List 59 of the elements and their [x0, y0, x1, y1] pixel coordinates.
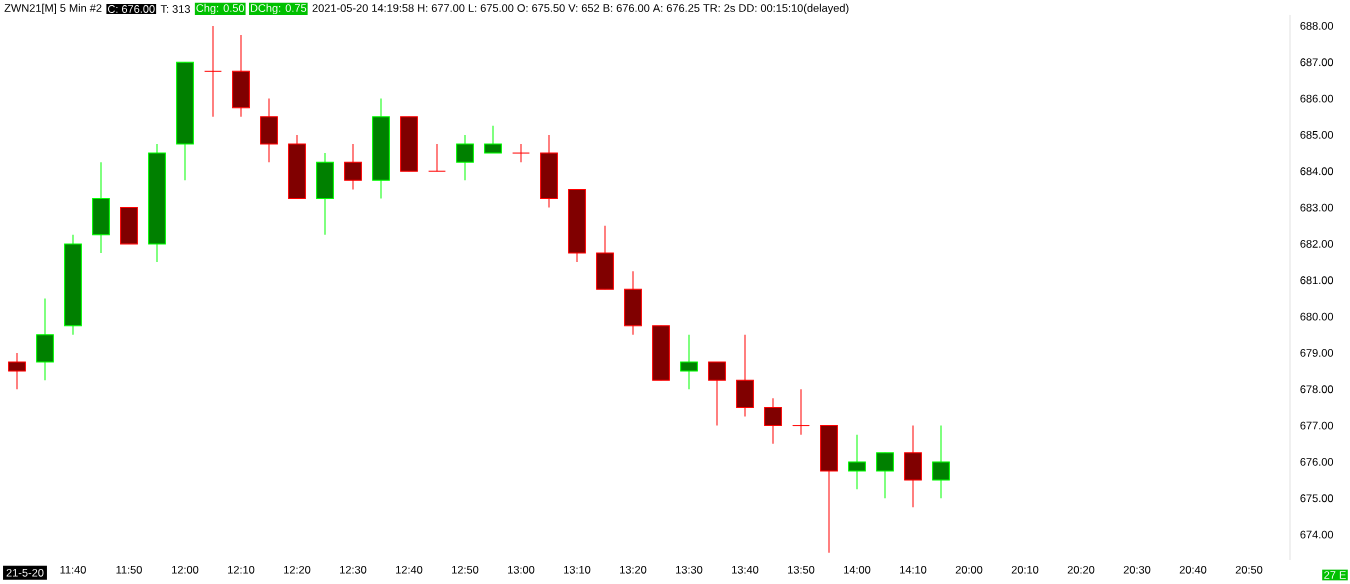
candlestick — [764, 397, 782, 445]
x-tick-label: 20:20 — [1067, 565, 1095, 574]
x-tick-label: 13:40 — [732, 565, 759, 574]
x-tick-label: 12:00 — [172, 565, 199, 574]
candlestick — [344, 143, 362, 190]
x-tick-label: 11:40 — [60, 565, 86, 574]
candlestick — [204, 25, 222, 118]
x-tick-label: 20:30 — [1123, 565, 1151, 574]
y-tick-label: 677.00 — [1300, 421, 1334, 430]
text: C: 676.00 — [107, 5, 155, 13]
text: DChg: 0.75 — [250, 3, 307, 15]
candlestick — [428, 143, 446, 172]
chart-title: ZWN21[M] 5 Min #2 — [4, 3, 102, 15]
x-tick-label: 12:30 — [340, 565, 367, 574]
x-tick-label: 20:40 — [1179, 565, 1207, 574]
y-tick-label: 688.00 — [1300, 22, 1334, 30]
y-tick-label: 687.00 — [1300, 58, 1334, 67]
candlestick — [932, 425, 950, 499]
y-tick-label: 685.00 — [1300, 131, 1334, 139]
y-tick-label: 678.00 — [1300, 385, 1334, 394]
candlestick — [792, 388, 810, 436]
candlestick — [512, 143, 530, 163]
x-tick-label: 21-5-20 — [6, 568, 44, 577]
y-tick-label: 683.00 — [1300, 203, 1334, 212]
y-tick-label: 679.00 — [1300, 349, 1334, 357]
candlestick — [848, 434, 866, 490]
x-tick-label: 12:40 — [396, 565, 423, 574]
y-tick-label: 684.00 — [1300, 167, 1334, 176]
x-tick-label: 11:50 — [116, 565, 142, 574]
y-tick-label: 686.00 — [1300, 94, 1334, 103]
x-tick-label: 20:50 — [1235, 565, 1263, 574]
candlestick — [708, 361, 726, 427]
x-tick-label: 14:00 — [844, 565, 871, 574]
x-tick-label: 12:50 — [452, 565, 479, 574]
y-tick-label: 676.00 — [1300, 458, 1334, 466]
candlestick — [8, 352, 26, 390]
text: T: 313 — [160, 5, 190, 13]
x-tick-label: 13:50 — [788, 565, 815, 574]
candlestick — [876, 452, 894, 499]
x-tick-label: 13:10 — [564, 565, 591, 574]
x-tick-label: 20:10 — [1011, 565, 1039, 574]
y-tick-label: 682.00 — [1300, 240, 1334, 248]
y-tick-label: 680.00 — [1300, 312, 1334, 321]
x-tick-label: 20:00 — [955, 565, 983, 574]
candlestick — [456, 134, 474, 181]
x-tick-label: 13:30 — [676, 565, 703, 574]
candlestick — [680, 334, 698, 390]
y-tick-label: 675.00 — [1300, 494, 1334, 503]
y-tick-label: 674.00 — [1300, 530, 1334, 539]
x-tick-label: 13:20 — [620, 565, 647, 574]
text: 27 E — [1324, 571, 1346, 579]
text: 2021-05-20 14:19:58 H: 677.00 L: 675.00 O: 675.50 V: 652 B: 676.00 A: 676.25 TR: 2s DD: 00:15:10(delayed) — [312, 3, 849, 15]
x-tick-label: 12:20 — [284, 565, 311, 574]
text: Chg: 0.50 — [196, 3, 245, 15]
y-tick-label: 681.00 — [1300, 276, 1334, 285]
x-tick-label: 14:10 — [900, 565, 927, 574]
candlestick — [484, 125, 502, 154]
x-tick-label: 12:10 — [228, 565, 255, 574]
x-tick-label: 13:00 — [508, 565, 535, 574]
